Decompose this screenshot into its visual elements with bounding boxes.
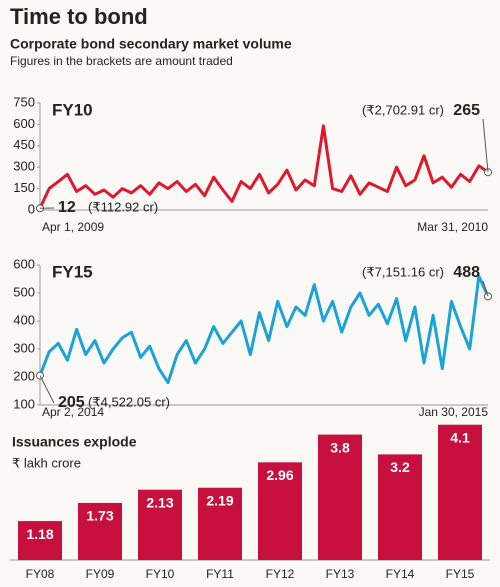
bar — [78, 502, 122, 560]
x-tick-label: FY13 — [326, 567, 355, 581]
y-tick-label: 600 — [13, 116, 35, 131]
bar — [198, 487, 242, 560]
end-label: 265 — [453, 102, 480, 119]
leader — [482, 118, 489, 173]
bar — [438, 424, 482, 560]
start-label: 205 — [58, 394, 85, 411]
start-amount: (₹112.92 cr) — [88, 199, 158, 214]
note: Figures in the brackets are amount trade… — [10, 54, 233, 68]
leader — [482, 280, 489, 297]
end-amount: (₹2,702.91 cr) — [362, 102, 444, 117]
title: Time to bond — [10, 4, 148, 29]
y-tick-label: 100 — [13, 396, 35, 411]
x-tick-label: Apr 1, 2009 — [42, 220, 104, 234]
x-tick-label: Mar 31, 2010 — [417, 220, 488, 234]
y-tick-label: 400 — [13, 312, 35, 327]
end-amount: (₹7,151.16 cr) — [362, 264, 444, 279]
y-tick-label: 500 — [13, 284, 35, 299]
panel-subtitle: ₹ lakh crore — [12, 455, 81, 470]
line — [38, 124, 489, 209]
leader — [39, 375, 55, 404]
y-tick-label: 750 — [13, 94, 35, 109]
y-tick-label: 200 — [13, 368, 35, 383]
y-tick-label: 450 — [13, 137, 35, 152]
y-tick-label: 0 — [28, 201, 35, 216]
panel-title: FY10 — [52, 100, 93, 119]
bar-value: 1.18 — [26, 526, 53, 542]
end-label: 488 — [453, 264, 480, 281]
start-amount: (₹4,522.05 cr) — [88, 394, 170, 409]
x-tick-label: FY12 — [266, 567, 295, 581]
x-tick-label: Apr 2, 2014 — [42, 405, 104, 419]
bar — [258, 462, 302, 560]
x-tick-label: FY08 — [26, 567, 55, 581]
y-tick-label: 300 — [13, 159, 35, 174]
x-tick-label: Jan 30, 2015 — [419, 405, 489, 419]
bar-value: 2.13 — [146, 494, 173, 510]
y-tick-label: 150 — [13, 180, 35, 195]
x-tick-label: FY11 — [206, 567, 234, 581]
x-tick-label: FY09 — [86, 567, 115, 581]
y-tick-label: 300 — [13, 340, 35, 355]
bar — [378, 454, 422, 560]
bar-value: 3.8 — [330, 439, 350, 455]
panel-title: Issuances explode — [12, 434, 137, 450]
line — [38, 274, 490, 385]
bar-value: 3.2 — [390, 459, 410, 475]
bar-value: 1.73 — [86, 508, 113, 524]
y-tick-label: 600 — [13, 256, 35, 271]
bar-value: 2.19 — [206, 492, 233, 508]
bar-value: 4.1 — [450, 429, 470, 445]
bar-value: 2.96 — [266, 467, 293, 483]
x-tick-label: FY14 — [386, 567, 415, 581]
start-label: 12 — [58, 199, 76, 216]
panel-title: FY15 — [52, 262, 93, 281]
bar — [138, 489, 182, 560]
bar — [318, 434, 362, 560]
subtitle: Corporate bond secondary market volume — [10, 36, 292, 52]
x-tick-label: FY10 — [146, 567, 175, 581]
bar — [18, 521, 62, 560]
x-tick-label: FY15 — [446, 567, 475, 581]
